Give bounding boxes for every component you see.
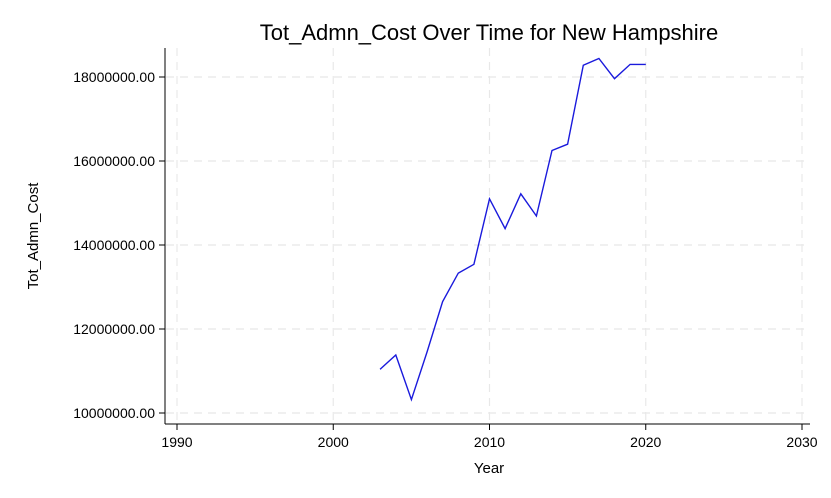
y-axis-label: Tot_Admn_Cost [25, 182, 42, 290]
axes [164, 48, 810, 425]
x-tick-label-2: 2010 [474, 434, 505, 450]
x-axis-label: Year [474, 460, 504, 477]
y-tick-label-2: 14000000.00 [73, 237, 155, 253]
series-line [379, 57, 646, 402]
x-tick-label-1: 2000 [318, 434, 349, 450]
y-tick-label-4: 18000000.00 [73, 69, 155, 85]
chart-title: Tot_Admn_Cost Over Time for New Hampshir… [260, 20, 719, 45]
y-tick-label-1: 12000000.00 [73, 321, 155, 337]
x-tick-label-3: 2020 [630, 434, 661, 450]
grid [166, 48, 810, 423]
y-tick-label-3: 16000000.00 [73, 153, 155, 169]
x-tick-label-0: 1990 [161, 434, 192, 450]
y-axis-ticks: 10000000.00 12000000.00 14000000.00 1600000… [73, 69, 165, 421]
x-tick-label-4: 2030 [786, 434, 817, 450]
y-tick-label-0: 10000000.00 [73, 405, 155, 421]
x-axis-ticks: 1990 2000 2010 2020 2030 [161, 424, 818, 450]
